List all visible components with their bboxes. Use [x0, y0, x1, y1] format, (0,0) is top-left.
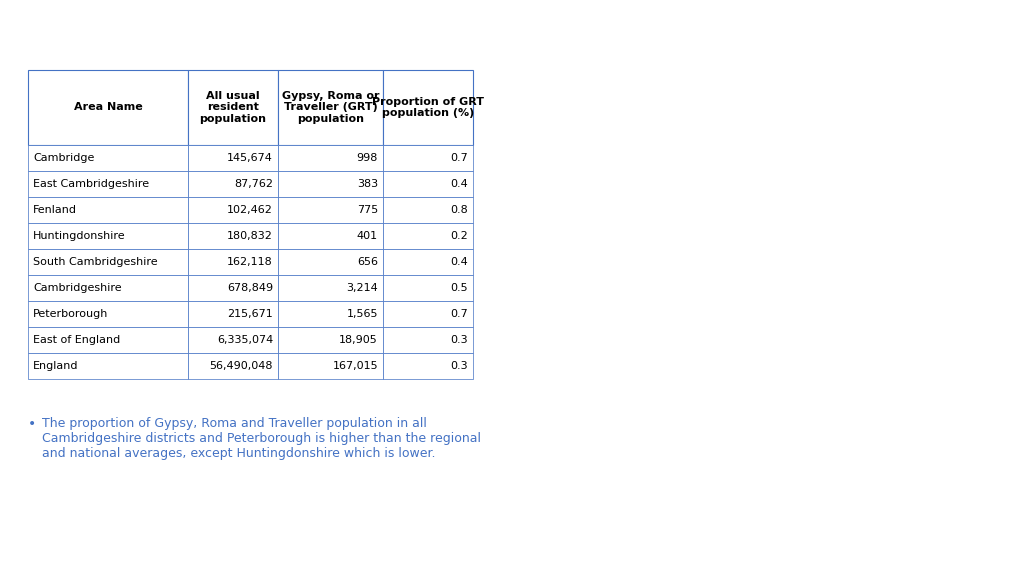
Text: 162,118: 162,118 — [227, 257, 273, 267]
Bar — [278, 197, 383, 223]
Bar — [188, 301, 278, 327]
Text: Area Name: Area Name — [74, 103, 142, 112]
Text: 215,671: 215,671 — [227, 309, 273, 319]
Bar — [28, 353, 188, 379]
Bar — [28, 171, 188, 197]
Text: 180,832: 180,832 — [227, 231, 273, 241]
Bar — [278, 301, 383, 327]
Text: 1,565: 1,565 — [346, 309, 378, 319]
Text: 87,762: 87,762 — [234, 179, 273, 189]
Bar — [188, 223, 278, 249]
Text: 0.7: 0.7 — [451, 153, 468, 163]
Bar — [28, 249, 188, 275]
Text: East Cambridgeshire: East Cambridgeshire — [33, 179, 150, 189]
Bar — [28, 70, 188, 145]
Text: Huntingdonshire: Huntingdonshire — [33, 231, 126, 241]
Text: 775: 775 — [356, 205, 378, 215]
Bar — [28, 275, 188, 301]
Bar — [188, 171, 278, 197]
Bar — [188, 70, 278, 145]
Bar — [28, 223, 188, 249]
Bar — [188, 327, 278, 353]
Text: East of England: East of England — [33, 335, 120, 345]
Text: South Cambridgeshire: South Cambridgeshire — [33, 257, 158, 267]
Bar — [383, 327, 473, 353]
Text: 678,849: 678,849 — [227, 283, 273, 293]
Text: 0.5: 0.5 — [451, 283, 468, 293]
Text: 0.8: 0.8 — [451, 205, 468, 215]
Text: 998: 998 — [356, 153, 378, 163]
Bar — [383, 197, 473, 223]
Bar — [278, 171, 383, 197]
Bar — [28, 145, 188, 171]
Bar — [278, 327, 383, 353]
Text: 18,905: 18,905 — [339, 335, 378, 345]
Text: 56,490,048: 56,490,048 — [210, 361, 273, 371]
Bar — [188, 249, 278, 275]
Bar — [383, 353, 473, 379]
Text: The proportion of Gypsy, Roma and Traveller population in all
Cambridgeshire dis: The proportion of Gypsy, Roma and Travel… — [42, 417, 481, 460]
Bar — [188, 145, 278, 171]
Text: Cambridge: Cambridge — [33, 153, 94, 163]
Text: 0.2: 0.2 — [451, 231, 468, 241]
Bar — [188, 197, 278, 223]
Bar — [278, 275, 383, 301]
Text: Fenland: Fenland — [33, 205, 77, 215]
Text: Gypsy, Roma and Traveller population, Census 2021: Gypsy, Roma and Traveller population, Ce… — [12, 10, 624, 30]
Bar — [383, 275, 473, 301]
Bar — [28, 197, 188, 223]
Text: 145,674: 145,674 — [227, 153, 273, 163]
Text: All usual
resident
population: All usual resident population — [200, 91, 266, 124]
Text: Gypsy, Roma or
Traveller (GRT)
population: Gypsy, Roma or Traveller (GRT) populatio… — [282, 91, 379, 124]
Text: 0.4: 0.4 — [451, 179, 468, 189]
Bar — [28, 301, 188, 327]
Text: 0.7: 0.7 — [451, 309, 468, 319]
Bar — [278, 70, 383, 145]
Text: Cambridgeshire: Cambridgeshire — [33, 283, 122, 293]
Text: 102,462: 102,462 — [227, 205, 273, 215]
Bar — [188, 275, 278, 301]
Text: 0.3: 0.3 — [451, 361, 468, 371]
Text: 3,214: 3,214 — [346, 283, 378, 293]
Text: England: England — [33, 361, 79, 371]
Text: 6,335,074: 6,335,074 — [217, 335, 273, 345]
Bar — [383, 223, 473, 249]
Bar — [278, 223, 383, 249]
Bar — [28, 327, 188, 353]
Text: 167,015: 167,015 — [333, 361, 378, 371]
Text: 0.4: 0.4 — [451, 257, 468, 267]
Bar — [188, 353, 278, 379]
Bar — [278, 145, 383, 171]
Text: Proportion of GRT
population (%): Proportion of GRT population (%) — [372, 97, 484, 118]
Bar — [278, 353, 383, 379]
Bar — [383, 249, 473, 275]
Text: 401: 401 — [357, 231, 378, 241]
Text: 383: 383 — [357, 179, 378, 189]
Bar — [383, 70, 473, 145]
Bar — [278, 249, 383, 275]
Text: •: • — [28, 417, 36, 431]
Text: Peterborough: Peterborough — [33, 309, 109, 319]
Text: 0.3: 0.3 — [451, 335, 468, 345]
Bar — [383, 301, 473, 327]
Bar — [383, 171, 473, 197]
Bar — [383, 145, 473, 171]
Text: 656: 656 — [357, 257, 378, 267]
